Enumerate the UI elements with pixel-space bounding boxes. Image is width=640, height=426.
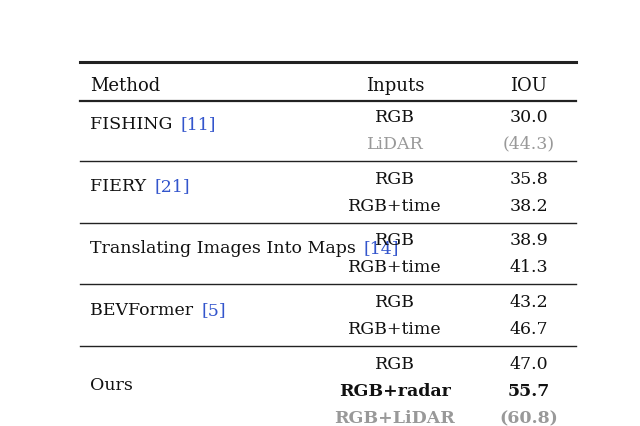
Text: RGB+LiDAR: RGB+LiDAR xyxy=(335,409,455,426)
Text: RGB+time: RGB+time xyxy=(348,259,442,276)
Text: RGB: RGB xyxy=(375,170,415,187)
Text: [14]: [14] xyxy=(364,239,399,256)
Text: Ours: Ours xyxy=(90,376,132,393)
Text: RGB+time: RGB+time xyxy=(348,197,442,214)
Text: IOU: IOU xyxy=(510,77,547,95)
Text: RGB: RGB xyxy=(375,232,415,249)
Text: RGB: RGB xyxy=(375,294,415,311)
Text: (44.3): (44.3) xyxy=(503,135,555,153)
Text: 35.8: 35.8 xyxy=(509,170,548,187)
Text: 41.3: 41.3 xyxy=(509,259,548,276)
Text: 38.9: 38.9 xyxy=(509,232,548,249)
Text: [5]: [5] xyxy=(201,301,226,318)
Text: Method: Method xyxy=(90,77,160,95)
Text: [11]: [11] xyxy=(180,116,216,133)
Text: 55.7: 55.7 xyxy=(508,382,550,399)
Text: [21]: [21] xyxy=(154,178,189,195)
Text: 38.2: 38.2 xyxy=(509,197,548,214)
Text: 30.0: 30.0 xyxy=(509,109,548,126)
Text: (60.8): (60.8) xyxy=(499,409,558,426)
Text: LiDAR: LiDAR xyxy=(367,135,423,153)
Text: FISHING: FISHING xyxy=(90,116,178,133)
Text: 47.0: 47.0 xyxy=(509,355,548,372)
Text: Inputs: Inputs xyxy=(366,77,424,95)
Text: 43.2: 43.2 xyxy=(509,294,548,311)
Text: 46.7: 46.7 xyxy=(509,320,548,337)
Text: RGB: RGB xyxy=(375,355,415,372)
Text: BEVFormer: BEVFormer xyxy=(90,301,198,318)
Text: Translating Images Into Maps: Translating Images Into Maps xyxy=(90,239,362,256)
Text: RGB+time: RGB+time xyxy=(348,320,442,337)
Text: RGB+radar: RGB+radar xyxy=(339,382,451,399)
Text: FIERY: FIERY xyxy=(90,178,152,195)
Text: RGB: RGB xyxy=(375,109,415,126)
